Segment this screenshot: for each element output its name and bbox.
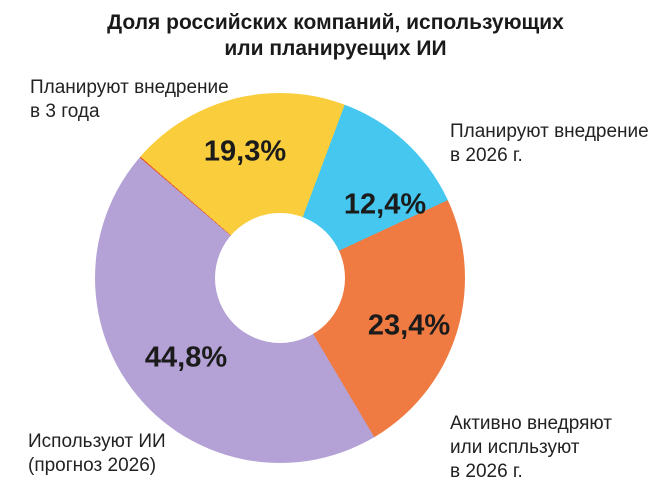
donut-hole (215, 213, 345, 343)
percent-label-plan-2026: 12,4% (343, 188, 427, 221)
category-label-actively-implementing: Активно внедряют или испльзуют в 2026 г. (450, 413, 612, 482)
percent-label-using-ai: 44,8% (144, 341, 228, 374)
category-label-using-ai: Используют ИИ (прогноз 2026) (28, 431, 166, 476)
donut-chart (95, 93, 465, 463)
category-label-plan-2026: Планируют внедрение в 2026 г. (450, 121, 649, 166)
category-label-plan-3-years: Планируют внедрение в 3 года (30, 77, 229, 122)
page-title: Доля российских компаний, использующих и… (107, 11, 564, 60)
percent-label-plan-3-years: 19,3% (203, 135, 287, 168)
percent-label-actively-implementing: 23,4% (367, 309, 451, 342)
